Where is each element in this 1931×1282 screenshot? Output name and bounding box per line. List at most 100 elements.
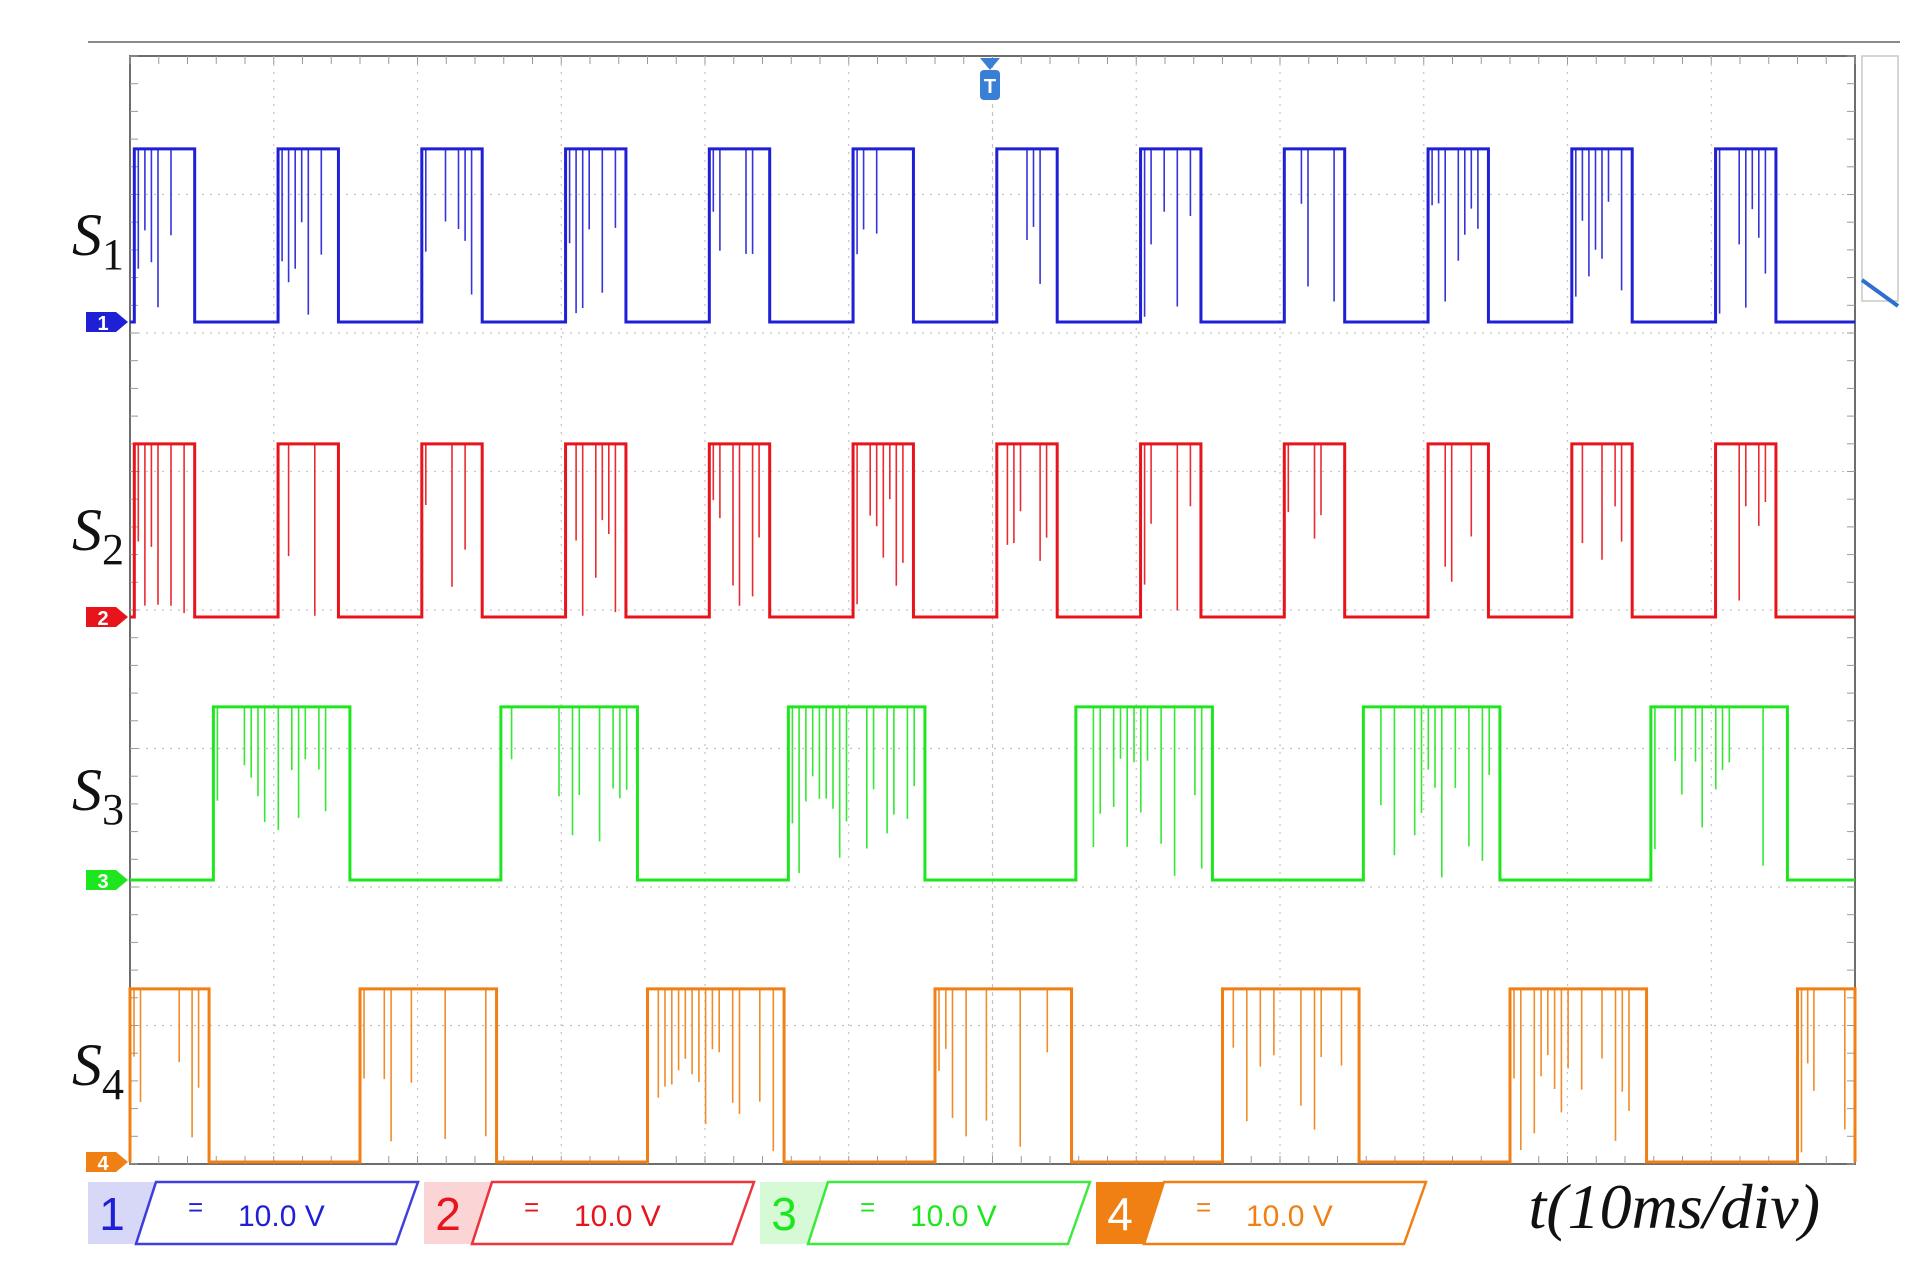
trace-channel-4 (128, 987, 1857, 1164)
channel-marker-1: 1 (86, 312, 128, 335)
pulse-switching-1 (856, 148, 878, 255)
pulse-switching-1 (281, 148, 323, 315)
pulse-switching-2 (856, 443, 904, 605)
channel-label-4: S4 (72, 1032, 124, 1109)
pulse-switching-4 (1232, 988, 1343, 1130)
legend-channel-number: 3 (771, 1188, 797, 1240)
legend-scale-value: 10.0 V (574, 1200, 661, 1233)
pulse-switching-1 (1575, 148, 1623, 297)
legend-channel-2: 2 = 10.0 V (424, 1180, 756, 1246)
legend-channel-number: 2 (435, 1188, 461, 1240)
trace-channel-2 (130, 442, 1855, 619)
channel-label-3: S3 (72, 757, 124, 834)
pulse-switching-3 (1092, 706, 1203, 876)
legend-number-tab (424, 1182, 492, 1244)
pulse-switching-3 (791, 706, 915, 874)
pulse-switching-4 (363, 988, 487, 1142)
channel-label-1: S1 (72, 202, 124, 279)
channel-marker-4: 4 (86, 1152, 128, 1175)
channel-marker-shape (86, 1152, 128, 1172)
trace-channel-1 (130, 147, 1855, 324)
trigger-marker: T (980, 58, 1000, 100)
channel-marker-3: 3 (86, 870, 128, 893)
pulse-switching-2 (712, 443, 760, 606)
pulse-switching-2 (1581, 443, 1623, 560)
channel-marker-number: 1 (97, 313, 108, 335)
channel-label-2: S2 (72, 497, 124, 574)
pulse-switching-2 (287, 443, 316, 616)
pulse-switching-2 (137, 443, 185, 613)
pulse-switching-4 (1800, 988, 1846, 1153)
pulse-switching-4 (938, 988, 1049, 1147)
legend-body (134, 1180, 420, 1246)
legend-number-tab (760, 1182, 828, 1244)
legend-channel-number: 4 (1107, 1188, 1133, 1240)
legend-scale-value: 10.0 V (238, 1200, 325, 1233)
pulse-switching-4 (133, 988, 200, 1138)
legend-scale-value: 10.0 V (910, 1200, 997, 1233)
traces (128, 147, 1857, 1164)
channel-markers: 1 2 3 4 (86, 312, 128, 1175)
legend-channel-number: 1 (99, 1188, 125, 1240)
pulse-switching-1 (1143, 148, 1192, 317)
pulse-switching-2 (1738, 443, 1767, 601)
channel-label-letter: S (72, 497, 102, 563)
trace-line-1 (130, 147, 1855, 324)
pulse-switching-2 (1444, 443, 1473, 582)
legend-scale-value: 10.0 V (1246, 1200, 1333, 1233)
legend-coupling-symbol: = (524, 1192, 539, 1222)
channel-scale-legend: 1 = 10.0 V 2 = 10.0 V 3 = 10.0 V 4 = 10.0 V (88, 1180, 1428, 1246)
right-side-edge (1860, 55, 1900, 308)
legend-coupling-symbol: = (860, 1192, 875, 1222)
channel-marker-number: 2 (97, 608, 108, 630)
channel-label-subscript: 2 (102, 525, 124, 574)
channel-label-subscript: 3 (102, 785, 124, 834)
grid (129, 55, 1856, 1165)
pulse-switching-2 (575, 443, 617, 616)
pulse-switching-1 (1300, 148, 1335, 302)
channel-label-letter: S (72, 757, 102, 823)
channel-marker-number: 4 (97, 1153, 109, 1175)
legend-channel-1: 1 = 10.0 V (88, 1180, 420, 1246)
channel-marker-shape (86, 870, 128, 890)
pulse-switching-1 (712, 148, 754, 254)
legend-coupling-symbol: = (188, 1192, 203, 1222)
trace-line-4 (128, 987, 1857, 1164)
pulse-switching-1 (1718, 148, 1767, 314)
pulse-switching-1 (1026, 148, 1041, 284)
pulse-switching-4 (1513, 988, 1630, 1150)
channel-marker-shape (86, 607, 128, 627)
legend-number-tab (1096, 1182, 1164, 1244)
legend-channel-3: 3 = 10.0 V (760, 1180, 1092, 1246)
pulse-switching-2 (1006, 443, 1048, 561)
channel-marker-2: 2 (86, 607, 128, 630)
pulse-switching-3 (216, 706, 327, 830)
trigger-marker-label: T (984, 76, 996, 98)
legend-body (1142, 1180, 1428, 1246)
channel-label-subscript: 1 (102, 230, 124, 279)
trace-line-2 (130, 442, 1855, 619)
pulse-switching-3 (1380, 706, 1490, 878)
pulse-switching-3 (1654, 706, 1764, 866)
pulse-switching-2 (1143, 443, 1192, 611)
pulse-switching-1 (1431, 148, 1479, 302)
channel-label-letter: S (72, 202, 102, 268)
legend-body (806, 1180, 1092, 1246)
pulse-switching-2 (1287, 443, 1322, 539)
channel-label-subscript: 4 (102, 1060, 124, 1109)
pulse-switching-4 (657, 988, 775, 1152)
pulse-switching-1 (568, 148, 617, 314)
trace-line-3 (130, 705, 1855, 882)
channel-marker-shape (86, 312, 128, 332)
time-scale-label: t(10ms/div) (1529, 1171, 1821, 1242)
legend-coupling-symbol: = (1196, 1192, 1211, 1222)
pulse-switching-1 (137, 148, 172, 308)
legend-body (470, 1180, 756, 1246)
pulse-switching-1 (425, 148, 473, 295)
channel-label-letter: S (72, 1032, 102, 1098)
legend-channel-4: 4 = 10.0 V (1096, 1180, 1428, 1246)
legend-number-tab (88, 1182, 156, 1244)
channel-marker-number: 3 (97, 871, 108, 893)
